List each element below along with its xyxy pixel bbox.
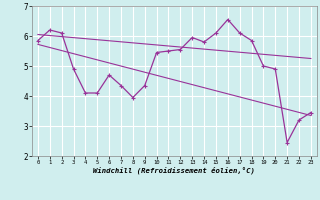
X-axis label: Windchill (Refroidissement éolien,°C): Windchill (Refroidissement éolien,°C) [93,167,255,174]
